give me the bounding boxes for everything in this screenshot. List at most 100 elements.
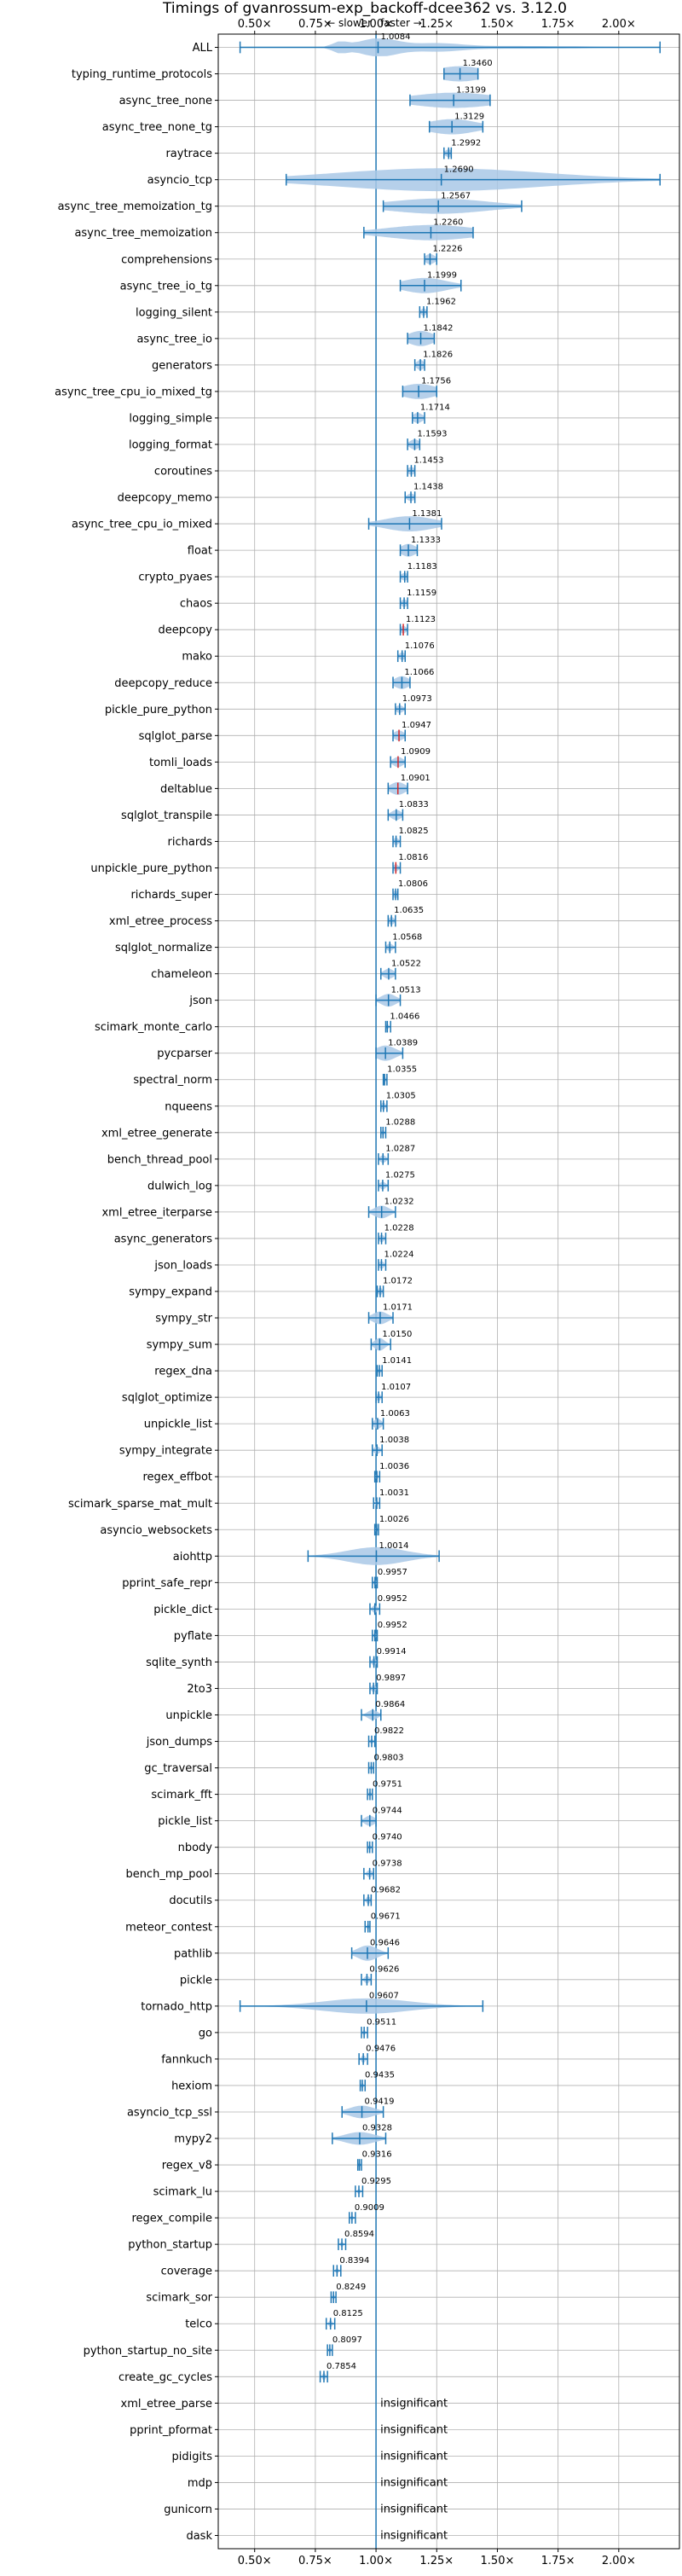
faster-annotation: faster → [380, 17, 422, 29]
value-label: 1.0036 [379, 1462, 409, 1471]
benchmark-label: comprehensions [121, 253, 212, 266]
benchmark-label: richards [168, 836, 213, 849]
value-label: 0.9316 [362, 2150, 392, 2160]
value-label: 1.0172 [383, 1277, 413, 1286]
value-label: 0.8594 [344, 2230, 374, 2239]
value-label: 1.2690 [444, 165, 474, 174]
benchmark-label: sympy_sum [147, 1339, 212, 1352]
value-label: 1.0466 [390, 1012, 419, 1021]
benchmark-label: json_loads [153, 1259, 212, 1272]
x-tick-label-bottom: 1.00× [359, 2555, 393, 2567]
x-tick-label-bottom: 1.75× [541, 2555, 575, 2567]
value-label: 1.2567 [441, 191, 471, 200]
benchmark-label: coroutines [154, 466, 212, 479]
benchmark-label: logging_format [129, 438, 212, 451]
benchmark-label: scimark_sor [146, 2292, 212, 2305]
value-label: 0.9822 [374, 1726, 404, 1736]
value-label: 1.1453 [413, 456, 443, 466]
benchmark-label: nqueens [165, 1100, 212, 1113]
slower-annotation: ← slower [327, 17, 372, 29]
value-label: 1.0026 [379, 1515, 409, 1524]
insignificant-label: insignificant [380, 2503, 448, 2515]
value-label: 0.9682 [371, 1885, 401, 1894]
value-label: 0.8394 [339, 2256, 369, 2266]
benchmark-label: sympy_str [155, 1313, 212, 1326]
benchmark-label: async_generators [114, 1233, 213, 1245]
value-label: 1.1999 [427, 270, 457, 280]
value-label: 1.0288 [385, 1118, 415, 1128]
value-label: 0.9864 [375, 1700, 405, 1709]
benchmark-label: logging_simple [129, 412, 212, 425]
value-label: 1.2992 [451, 138, 481, 148]
benchmark-label: async_tree_memoization [74, 227, 212, 240]
x-tick-label-top: 2.00× [602, 18, 636, 31]
benchmark-label: crypto_pyaes [138, 571, 212, 584]
value-label: 0.9435 [365, 2071, 395, 2080]
value-label: 1.1756 [421, 377, 451, 386]
x-tick-label-top: 1.25× [419, 18, 454, 31]
value-label: 0.9607 [369, 1992, 399, 2001]
benchmark-label: docutils [169, 1894, 212, 1907]
benchmark-label: generators [152, 359, 212, 372]
plot-frame [217, 33, 680, 2550]
value-label: 1.1159 [407, 589, 436, 598]
value-label: 1.0568 [392, 932, 422, 942]
value-label: 1.3199 [456, 85, 486, 95]
x-tick-label-top: 0.75× [298, 18, 332, 31]
benchmark-label: regex_v8 [162, 2160, 212, 2173]
benchmark-label: deepcopy_reduce [114, 677, 212, 690]
benchmark-label: pickle_list [158, 1815, 212, 1828]
benchmark-label: xml_etree_generate [101, 1127, 212, 1140]
benchmark-label: deltablue [160, 783, 212, 796]
value-label: 0.8097 [332, 2335, 362, 2345]
benchmark-label: deepcopy [158, 624, 212, 637]
benchmark-label: unpickle_list [144, 1419, 212, 1431]
value-label: 1.0513 [391, 985, 421, 995]
benchmark-label: pickle_pure_python [105, 704, 212, 717]
benchmark-label: asyncio_websockets [100, 1524, 212, 1537]
value-label: 0.9646 [370, 1938, 400, 1947]
benchmark-label: chaos [180, 598, 212, 611]
benchmark-label: regex_effbot [142, 1471, 212, 1484]
benchmark-label: unpickle_pure_python [90, 862, 212, 875]
benchmark-label: pycparser [157, 1047, 212, 1060]
benchmark-label: float [188, 545, 212, 558]
value-label: 1.0171 [383, 1303, 413, 1313]
value-label: 1.1066 [404, 668, 434, 677]
benchmark-label: xml_etree_parse [121, 2398, 212, 2411]
x-tick-label-bottom: 0.75× [298, 2555, 332, 2567]
value-label: 1.0287 [385, 1145, 415, 1154]
benchmark-label: pathlib [174, 1947, 212, 1960]
value-label: 1.0635 [394, 906, 424, 915]
benchmark-label: aiohttp [173, 1551, 212, 1564]
benchmark-label: mypy2 [174, 2133, 212, 2146]
value-label: 1.0825 [399, 827, 429, 836]
value-label: 0.8249 [336, 2283, 366, 2292]
benchmark-label: xml_etree_process [109, 915, 212, 928]
benchmark-label: sqlglot_optimize [122, 1392, 212, 1405]
value-label: 1.1593 [417, 430, 447, 439]
benchmark-label: coverage [161, 2266, 212, 2278]
value-label: 0.9419 [365, 2097, 395, 2107]
value-label: 1.0522 [391, 959, 421, 968]
value-label: 0.9957 [378, 1568, 407, 1577]
value-label: 1.0833 [399, 800, 429, 809]
value-label: 1.0901 [401, 774, 431, 783]
x-tick-label-top: 1.75× [541, 18, 575, 31]
value-label: 0.9671 [371, 1912, 401, 1921]
benchmark-label: async_tree_io_tg [120, 280, 212, 293]
benchmark-label: async_tree_cpu_io_mixed [72, 519, 212, 531]
benchmark-label: 2to3 [187, 1683, 212, 1696]
benchmark-label: sqlglot_transpile [121, 809, 212, 822]
benchmark-label: scimark_monte_carlo [95, 1021, 212, 1034]
benchmark-label: scimark_sparse_mat_mult [68, 1498, 212, 1511]
benchmark-label: async_tree_memoization_tg [58, 200, 212, 213]
benchmark-label: spectral_norm [133, 1074, 212, 1087]
value-label: 0.9738 [373, 1859, 402, 1868]
benchmark-label: scimark_fft [151, 1789, 212, 1801]
benchmark-label: async_tree_io [136, 333, 212, 345]
benchmark-label: xml_etree_iterparse [101, 1206, 212, 1219]
benchmark-label: scimark_lu [153, 2186, 212, 2199]
value-label: 0.9803 [373, 1753, 403, 1762]
